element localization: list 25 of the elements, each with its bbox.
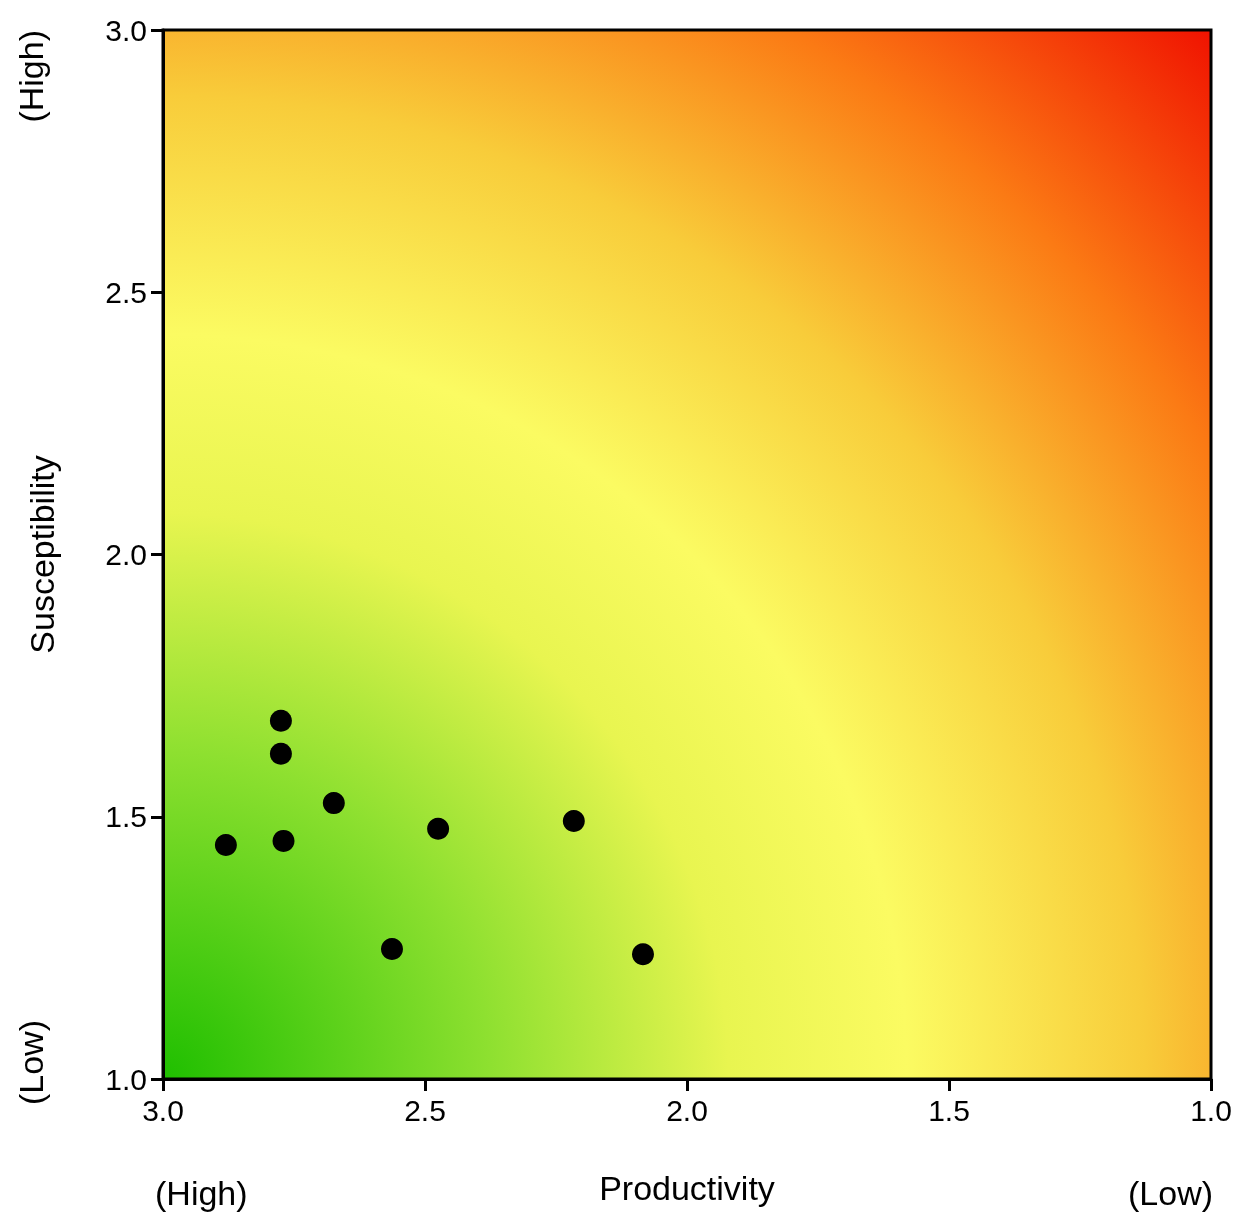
y-tick-label: 3.0 (105, 13, 147, 47)
point (269, 742, 292, 765)
text: (High) (155, 1174, 248, 1212)
point (381, 937, 403, 960)
x-tick-label: 1.0 (1190, 1093, 1232, 1127)
text: (Low) (12, 1019, 50, 1106)
point (269, 709, 292, 732)
text: (Low) (1128, 1174, 1214, 1212)
point (427, 817, 450, 840)
x-axis-title: Productivity (599, 1169, 775, 1207)
point (562, 809, 585, 832)
point (322, 792, 345, 815)
point (214, 834, 237, 857)
x-tick-label: 2.0 (666, 1093, 708, 1127)
y-tick-label: 1.5 (105, 800, 147, 834)
x-tick-label: 3.0 (142, 1093, 184, 1127)
point (272, 829, 295, 852)
text: (High) (12, 29, 50, 123)
y-tick-label: 1.0 (105, 1062, 147, 1096)
y-axis-title: Susceptibility (23, 455, 61, 654)
x-tick-label: 1.5 (928, 1093, 970, 1127)
point (632, 943, 654, 966)
y-tick-label: 2.5 (105, 275, 147, 309)
y-tick-label: 2.0 (105, 538, 147, 571)
x-tick-label: 2.5 (404, 1093, 446, 1127)
